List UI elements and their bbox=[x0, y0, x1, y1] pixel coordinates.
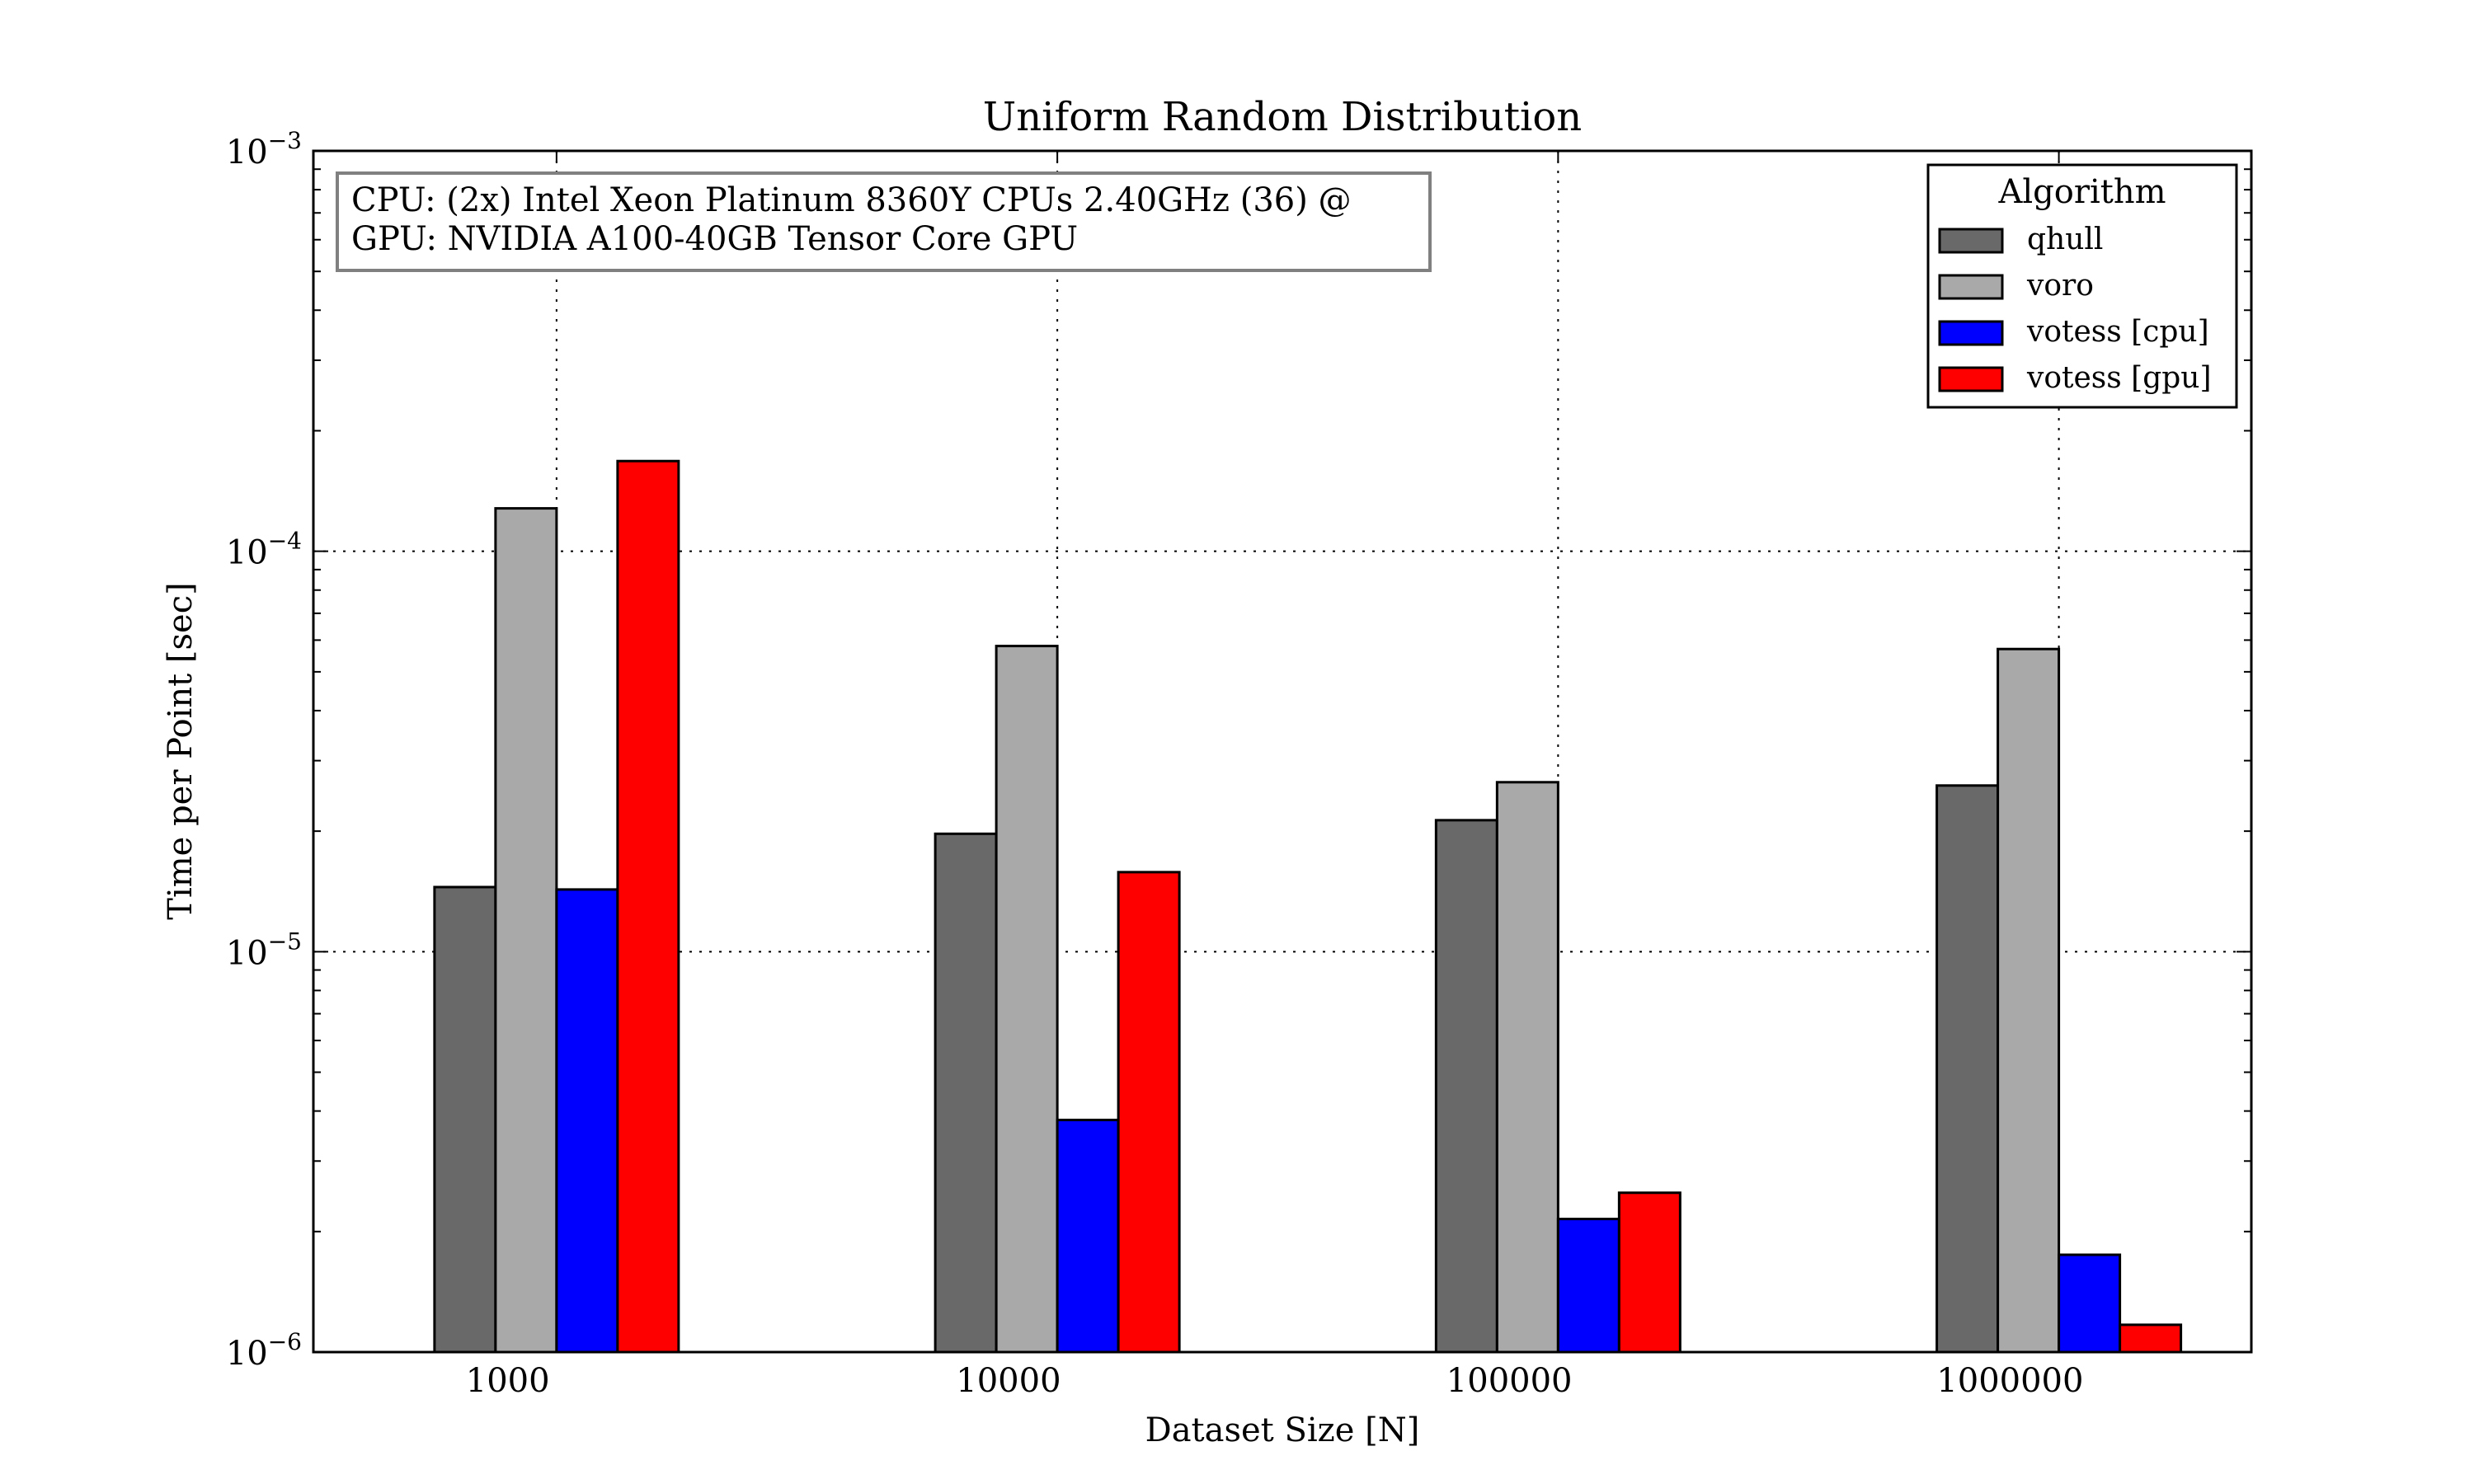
bar-votess-gpu--10000 bbox=[1117, 871, 1181, 1354]
y-tick-label: 10−3 bbox=[226, 127, 302, 171]
chart-title: Uniform Random Distribution bbox=[983, 94, 1582, 140]
legend-swatch bbox=[1938, 228, 2004, 254]
y-tick-label: 10−5 bbox=[226, 928, 302, 972]
hardware-annotation: CPU: (2x) Intel Xeon Platinum 8360Y CPUs… bbox=[336, 171, 1432, 272]
bar-qhull-10000 bbox=[934, 832, 998, 1354]
x-tick-label: 1000 bbox=[466, 1362, 550, 1400]
annotation-gpu-line: GPU: NVIDIA A100-40GB Tensor Core GPU bbox=[351, 220, 1078, 258]
bar-votess-gpu--100000 bbox=[1617, 1191, 1681, 1354]
y-tick-label: 10−6 bbox=[226, 1328, 302, 1373]
y-tick-label: 10−4 bbox=[226, 528, 302, 572]
annotation-box bbox=[336, 171, 1432, 272]
bars bbox=[433, 459, 2183, 1354]
y-axis-label: Time per Point [sec] bbox=[162, 582, 200, 919]
x-tick-label: 100000 bbox=[1446, 1362, 1573, 1400]
bar-voro-1000 bbox=[494, 507, 558, 1354]
legend-swatch bbox=[1938, 274, 2004, 300]
bar-voro-1000000 bbox=[1997, 647, 2061, 1354]
legend-label: votess [gpu] bbox=[2026, 361, 2212, 395]
x-tick-label: 10000 bbox=[956, 1362, 1061, 1400]
legend-items: qhull voro votess [cpu] votess [gpu] bbox=[1938, 223, 2212, 395]
legend: Algorithm qhull voro votess [cpu] votess [g… bbox=[1926, 163, 2238, 409]
bar-votess-gpu--1000 bbox=[616, 459, 680, 1354]
bar-votess-gpu--1000000 bbox=[2119, 1323, 2183, 1354]
bar-qhull-1000000 bbox=[1935, 784, 2000, 1354]
legend-label: votess [cpu] bbox=[2026, 315, 2209, 349]
bar-votess-cpu--10000 bbox=[1056, 1118, 1120, 1354]
annotation-cpu-line: CPU: (2x) Intel Xeon Platinum 8360Y CPUs… bbox=[351, 181, 1352, 219]
legend-label: qhull bbox=[2027, 223, 2103, 256]
bar-voro-100000 bbox=[1495, 781, 1559, 1354]
legend-swatch bbox=[1938, 366, 2004, 392]
legend-title: Algorithm bbox=[1997, 173, 2166, 211]
legend-swatch bbox=[1938, 320, 2004, 346]
x-axis-label: Dataset Size [N] bbox=[1145, 1411, 1420, 1449]
bar-voro-10000 bbox=[995, 645, 1059, 1354]
x-tick-label: 1000000 bbox=[1936, 1362, 2083, 1400]
bar-qhull-100000 bbox=[1434, 819, 1498, 1354]
plot-frame bbox=[312, 149, 2253, 1354]
legend-label: voro bbox=[2026, 269, 2094, 303]
bar-votess-cpu--100000 bbox=[1556, 1218, 1620, 1354]
bar-votess-cpu--1000000 bbox=[2058, 1253, 2122, 1354]
axis-ticks: 1000 10000 100000 1000000 10−3 10−4 10−5 10−6 bbox=[226, 127, 2251, 1400]
bar-votess-cpu--1000 bbox=[555, 888, 619, 1354]
bar-qhull-1000 bbox=[433, 885, 497, 1354]
